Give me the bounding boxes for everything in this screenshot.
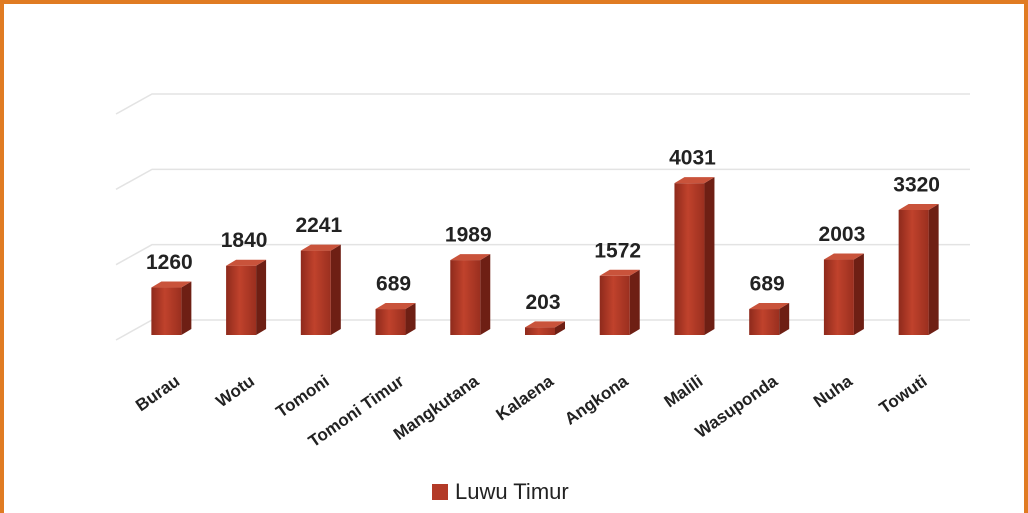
bar-top [898,203,939,210]
bar-top [226,259,267,266]
bar-side [629,269,640,335]
bar [749,309,780,335]
legend-label: Luwu Timur [455,479,569,504]
x-tick-label: Towuti [876,371,931,417]
bar-side [928,203,939,335]
bar [599,275,630,335]
bar-side [853,253,864,335]
value-label: 2241 [295,214,342,237]
bar [525,327,555,335]
bar-top [375,303,416,310]
bar [375,309,406,335]
bar-side [480,254,491,335]
value-label: 689 [750,273,785,296]
grid-line [115,93,970,115]
x-tick-label: Nuha [810,371,856,411]
bar-top [823,253,864,260]
bar-top [674,177,715,184]
bar-side [555,321,565,335]
bar-top [525,321,565,328]
x-tick-label: Angkona [561,371,632,429]
x-tick-label: Tomoni [273,371,333,421]
value-label: 1260 [146,251,193,274]
bar [300,250,331,335]
bar-top [599,269,640,276]
bar [226,265,257,335]
value-label: 689 [376,273,411,296]
bar-side [405,303,416,335]
value-label: 3320 [893,173,940,196]
value-label: 4031 [669,147,716,170]
bar-top [300,244,341,251]
bar-side [704,177,715,335]
x-tick-label: Kalaena [493,371,558,424]
x-tick-label: Burau [132,371,183,415]
bar [898,209,929,335]
bar-side [330,244,341,335]
value-label: 203 [525,291,560,314]
grid-line [115,168,970,190]
legend-swatch [432,484,448,500]
bar-top [151,281,192,288]
value-label: 2003 [819,223,866,246]
bar [823,259,854,335]
bar [151,287,182,335]
value-label: 1989 [445,224,492,247]
value-label: 1572 [594,239,641,262]
x-tick-label: Wotu [213,371,258,411]
bar-side [779,303,790,335]
bar [674,183,705,335]
value-label: 1840 [221,229,268,252]
bar-top [749,303,790,310]
x-tick-label: Malili [661,371,707,411]
bar-side [181,281,192,335]
bar-side [256,259,267,335]
x-tick-label: Wasuponda [692,371,782,442]
bar [450,260,481,335]
bar-top [450,254,491,261]
